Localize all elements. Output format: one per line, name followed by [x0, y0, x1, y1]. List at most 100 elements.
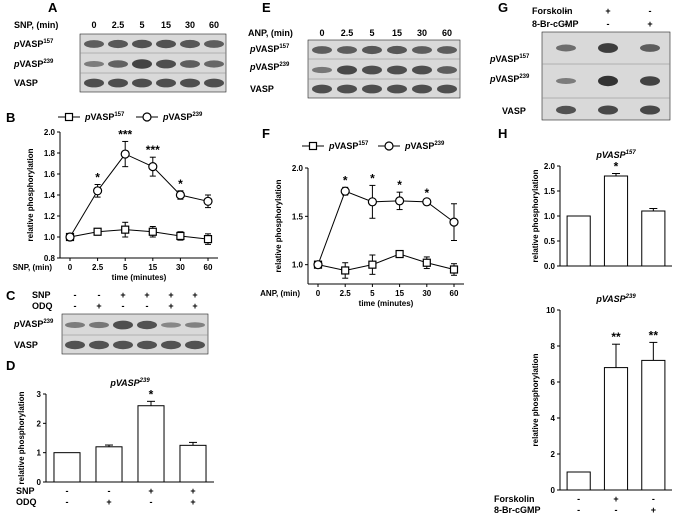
g-cond-1-1: -: [607, 19, 610, 29]
c-cond-1-0: -: [74, 301, 77, 311]
c-cond-0-0: -: [74, 290, 77, 300]
chart-D-bar-3: [179, 444, 207, 483]
chart-F-s0-point-1: [341, 266, 350, 275]
chart-B-s1-point-2: [120, 149, 130, 159]
chart-B-s0-point-2: [121, 225, 130, 234]
chart-B-legend-1-marker: [142, 112, 152, 122]
panel-a-header-values: 0 2.5 5 15 30 60: [91, 20, 219, 30]
panel-e-time-0: 0: [319, 28, 324, 38]
g-cond-0-0: -: [565, 6, 568, 16]
panel-e-time-5: 60: [442, 28, 452, 38]
chart-F-xtick-5: 60: [450, 289, 459, 298]
chart-H1-ytick-4: 2.0: [544, 162, 556, 171]
chart-F-xtick-4: 30: [422, 289, 431, 298]
chart-H1-ytick-3: 1.5: [544, 187, 556, 196]
chart-F-legend-0-marker: [308, 141, 318, 151]
chart-F-s1-annotation-2: *: [370, 171, 375, 185]
chart-B-series-1-line: [69, 153, 209, 238]
a-bands-band-1-0: [84, 61, 104, 67]
c-cond-1-2: -: [122, 301, 125, 311]
c-cond-1-5: +: [192, 301, 197, 311]
chart-D-ytick-3: 3: [37, 390, 42, 399]
chart-H2-bar-2: [641, 359, 666, 491]
chart-B-s1-annotation-4: *: [178, 177, 183, 191]
chart-D-ytick-1: 1: [37, 449, 42, 458]
panel-g-blot: [541, 31, 671, 121]
chart-D-bar-1: [95, 446, 123, 483]
g-cond-0-1: +: [605, 6, 610, 16]
chart-B-s1-annotation-1: *: [95, 171, 100, 185]
chart-H1-ytick-0: 0.0: [544, 262, 556, 271]
c-bands-band-1-2: [113, 340, 133, 350]
chart-H1-ytick-1: 0.5: [544, 237, 556, 246]
panel-a-blot: [79, 33, 227, 93]
chart-F-s1-annotation-4: *: [424, 186, 429, 200]
chart-H2-ytick-2: 4: [551, 414, 556, 423]
chart-H1-annotation-1: *: [614, 160, 619, 174]
chart-B-xtick-2: 5: [123, 263, 128, 272]
chart-H2-ytick-1: 2: [551, 450, 556, 459]
panel-g-cond-label-8brcgmp: 8-Br-cGMP: [532, 19, 579, 29]
chart-B-ytick-5: 1.8: [44, 149, 56, 158]
e-bands-band-1-0: [312, 66, 332, 74]
e-bands-band-2-2: [362, 84, 382, 94]
chart-H2-cond-1-2: +: [651, 505, 656, 515]
c-bands-band-1-3: [137, 340, 157, 350]
chart-B-s0-point-1: [93, 227, 102, 236]
e-bands-band-1-1: [337, 65, 357, 75]
chart-B-s1-annotation-2: ***: [118, 127, 132, 141]
panel-f-letter: F: [262, 126, 270, 141]
chart-D-annotation-2: *: [149, 387, 154, 401]
g-cond-0-2: -: [649, 6, 652, 16]
panel-e-row-1-label: pVASP157: [249, 44, 290, 54]
panel-c-row-2-label: VASP: [14, 340, 38, 350]
chart-F-s1-point-2: [367, 197, 377, 207]
chart-B-s1-point-1: [92, 186, 103, 196]
panel-e-letter: E: [262, 0, 271, 15]
chart-H2-bar-1: [603, 367, 629, 491]
chart-D-cond-label-0: SNP: [16, 486, 35, 496]
e-bands-band-1-4: [412, 65, 432, 75]
c-cond-0-3: +: [144, 290, 149, 300]
panel-c-letter: C: [6, 288, 16, 303]
panel-a-time-2: 5: [139, 20, 144, 30]
e-bands-band-2-3: [387, 84, 407, 94]
chart-B-ytick-2: 1.2: [44, 212, 56, 221]
g-bands-band-0-0: [556, 44, 576, 52]
panel-e-blot: [307, 39, 461, 99]
chart-F-s0-point-5: [449, 265, 459, 274]
e-bands-band-0-4: [412, 46, 432, 54]
chart-B-ytick-0: 0.8: [44, 254, 56, 263]
chart-B-ytick-1: 1.0: [44, 233, 56, 242]
panel-e-time-3: 15: [392, 28, 402, 38]
panel-a-time-5: 60: [209, 20, 219, 30]
chart-F-xlabel: time (minutes): [359, 299, 414, 308]
chart-B-s1-annotation-3: ***: [146, 143, 160, 157]
c-bands-band-1-4: [161, 340, 181, 350]
chart-D-cond-label-1: ODQ: [16, 497, 37, 507]
panel-e-row-2-label: pVASP239: [249, 62, 290, 72]
e-bands-band-1-3: [387, 65, 407, 75]
chart-B-s1-point-3: [148, 162, 158, 172]
c-bands-band-0-3: [137, 320, 157, 330]
chart-H2-annotation-1: **: [611, 330, 621, 344]
chart-H2-cond-0-0: -: [577, 494, 580, 504]
chart-F-xtick-0: 0: [316, 289, 321, 298]
chart-F-ytick-2: 2.0: [292, 164, 304, 173]
chart-D-cond-0-0: -: [66, 486, 69, 496]
g-bands-band-2-2: [640, 105, 660, 115]
panel-h-letter: H: [498, 126, 507, 141]
a-bands-band-1-2: [132, 59, 152, 69]
panel-a-time-1: 2.5: [112, 20, 125, 30]
e-bands-band-0-3: [387, 45, 407, 55]
panel-g-letter: G: [498, 0, 508, 15]
c-bands-band-0-2: [113, 320, 133, 330]
chart-H2-ytick-0: 0: [551, 486, 556, 495]
c-bands-band-0-5: [185, 322, 205, 328]
chart-H1-bar-2: [641, 210, 666, 267]
a-bands-band-0-5: [204, 40, 224, 48]
chart-D-bar-2: [137, 405, 165, 483]
chart-F-s0-point-4: [422, 258, 431, 267]
chart-F-s1-point-4: [422, 197, 432, 207]
chart-D-cond-0-3: +: [190, 486, 195, 496]
